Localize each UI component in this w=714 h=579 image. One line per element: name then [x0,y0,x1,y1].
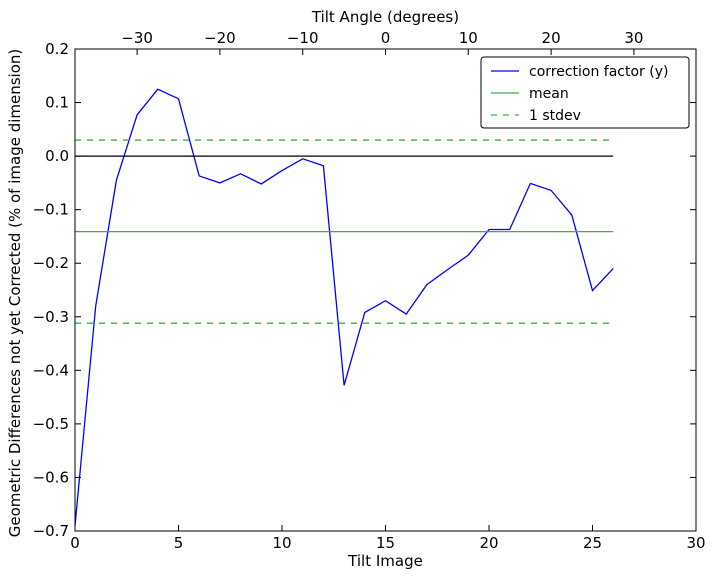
x-tick-label: 0 [70,534,80,552]
x-tick-label: 15 [376,534,395,552]
y-tick-label: −0.4 [33,361,69,379]
y-tick-label: 0.2 [45,40,69,58]
top-tick-label: 30 [624,29,643,47]
y-tick-label: −0.1 [33,201,69,219]
ticks-layer: 0 5 10 15 20 25 30 −0.7 −0.6 −0.5 −0.4 −0.3 −0.2 −0.1… [33,29,706,552]
x-axis-title: Tilt Image [347,552,423,570]
y-tick-label: 0.1 [45,94,69,112]
legend-label-mean: mean [529,86,569,102]
legend-box [480,56,690,129]
x-tick-label: 20 [479,534,498,552]
top-tick-label: 10 [459,29,478,47]
y-tick-label: −0.5 [33,415,69,433]
x-tick-label: 10 [272,534,291,552]
x-tick-label: 5 [174,534,184,552]
series-layer [74,88,614,526]
top-tick-label: 0 [381,29,391,47]
top-axis-title: Tilt Angle (degrees) [311,8,459,26]
top-tick-label: −10 [287,29,319,47]
y-axis-title: Geometric Differences not yet Corrected … [6,49,24,538]
legend: correction factor (y) mean 1 stdev [480,56,690,129]
y-tick-label: −0.6 [33,468,69,486]
x-tick-label: 30 [686,534,705,552]
top-tick-label: −30 [121,29,153,47]
legend-label-correction-factor: correction factor (y) [529,64,668,80]
x-tick-label: 25 [583,534,602,552]
y-tick-label: −0.3 [33,308,69,326]
series-line-correction-factor-y [74,88,614,526]
y-tick-label: −0.7 [33,522,69,540]
y-tick-label: 0.0 [45,147,69,165]
legend-label-stdev: 1 stdev [529,108,581,124]
top-tick-label: −20 [204,29,236,47]
top-tick-label: 20 [542,29,561,47]
y-tick-label: −0.2 [33,254,69,272]
